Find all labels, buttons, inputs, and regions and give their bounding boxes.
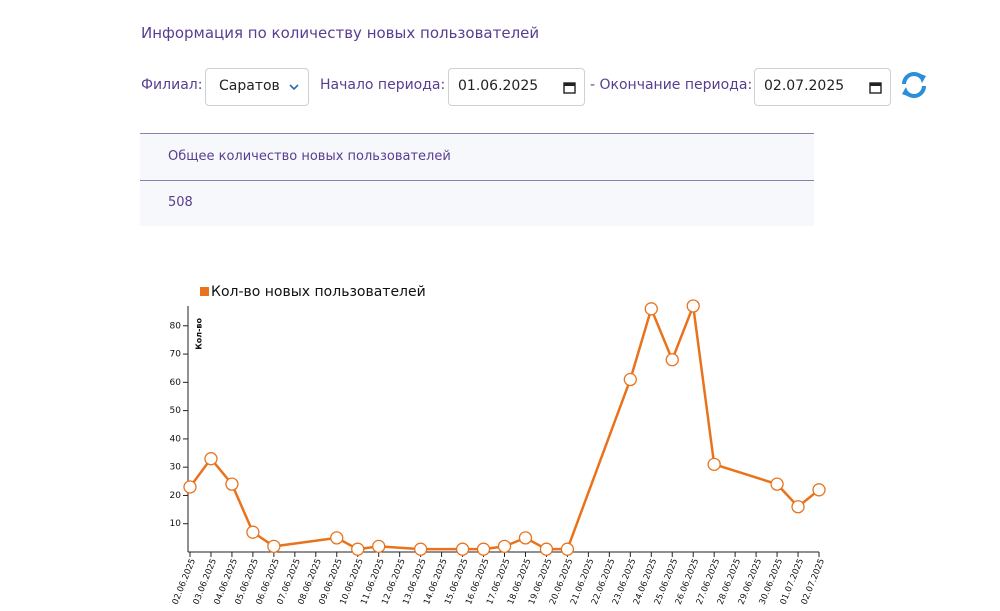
series-line	[188, 304, 820, 551]
data-point	[812, 483, 826, 497]
data-point	[351, 542, 365, 556]
data-point	[791, 500, 805, 514]
data-point	[560, 542, 575, 556]
start-label: Начало периода:	[320, 77, 446, 93]
data-point	[707, 457, 721, 471]
data-point	[770, 477, 784, 491]
summary-table: Общее количество новых пользователей 508	[140, 133, 814, 226]
data-point	[665, 353, 679, 367]
start-date-value: 01.06.2025	[458, 78, 539, 94]
y-tick-label: 10	[170, 519, 182, 529]
y-tick-label: 40	[170, 434, 182, 444]
end-label: - Окончание периода:	[590, 77, 753, 93]
data-point	[518, 531, 533, 545]
refresh-button[interactable]	[899, 70, 929, 100]
data-point	[183, 480, 197, 494]
data-point	[267, 539, 281, 553]
chevron-icon	[289, 84, 299, 91]
data-point	[476, 542, 491, 556]
data-point	[372, 539, 386, 553]
data-point	[644, 302, 658, 316]
table-cell: 508	[168, 195, 193, 210]
y-tick-label: 70	[170, 350, 182, 360]
branch-label: Филиал:	[141, 77, 203, 93]
end-date-value: 02.07.2025	[764, 78, 845, 94]
data-point	[225, 477, 239, 491]
data-point	[246, 525, 260, 539]
y-tick-label: 50	[170, 406, 182, 416]
branch-value: Саратов	[219, 78, 280, 94]
page-title: Информация по количеству новых пользоват…	[141, 24, 540, 42]
row-divider	[140, 180, 814, 181]
data-point	[539, 542, 554, 556]
data-point	[686, 299, 700, 313]
data-point	[497, 539, 512, 553]
branch-select[interactable]: Саратов	[205, 68, 309, 106]
table-header: Общее количество новых пользователей	[168, 149, 451, 164]
legend-label: Кол-во новых пользователей	[211, 284, 426, 300]
data-point	[455, 542, 470, 556]
y-axis-label: Кол-во	[195, 318, 204, 350]
data-point	[204, 452, 218, 466]
y-tick-label: 30	[170, 463, 182, 473]
data-point	[413, 542, 428, 556]
calendar-icon[interactable]	[563, 81, 576, 94]
end-date-input[interactable]: 02.07.2025	[754, 68, 891, 106]
calendar-icon[interactable]	[869, 81, 882, 94]
y-tick-label: 80	[170, 321, 182, 331]
start-date-input[interactable]: 01.06.2025	[448, 68, 585, 106]
data-point	[330, 531, 344, 545]
legend-swatch	[200, 287, 209, 296]
data-point	[623, 372, 637, 387]
y-tick-label: 20	[170, 491, 182, 501]
y-tick-label: 60	[170, 378, 182, 388]
